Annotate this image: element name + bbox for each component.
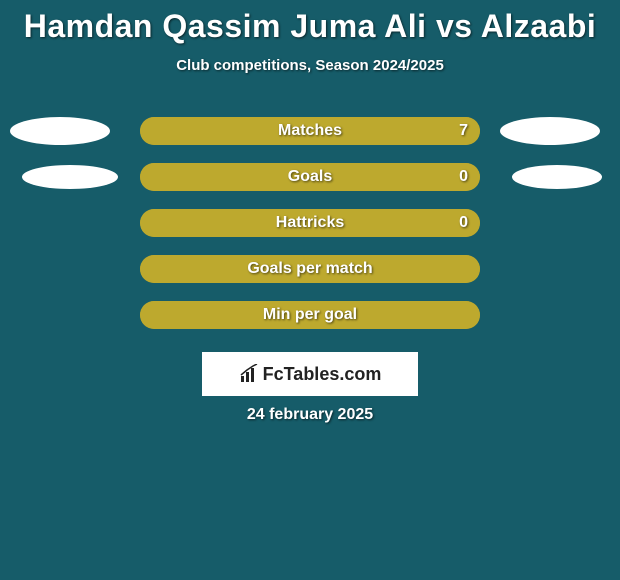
stat-value: 0 — [459, 214, 468, 232]
stat-label: Goals per match — [247, 260, 372, 278]
date-label: 24 february 2025 — [0, 406, 620, 424]
chart-icon — [239, 364, 259, 384]
stat-value: 7 — [459, 122, 468, 140]
page-title: Hamdan Qassim Juma Ali vs Alzaabi — [0, 8, 620, 45]
stat-row: Matches 7 — [0, 108, 620, 154]
logo-badge[interactable]: FcTables.com — [202, 352, 418, 396]
stat-bar: Goals per match — [140, 255, 480, 283]
stat-value: 0 — [459, 168, 468, 186]
stats-card: Hamdan Qassim Juma Ali vs Alzaabi Club c… — [0, 0, 620, 424]
player-marker-right — [512, 165, 602, 189]
stat-bar: Min per goal — [140, 301, 480, 329]
stat-row: Goals per match — [0, 246, 620, 292]
player-marker-right — [500, 117, 600, 145]
stat-label: Goals — [288, 168, 332, 186]
stat-bar: Hattricks 0 — [140, 209, 480, 237]
stat-bar: Matches 7 — [140, 117, 480, 145]
player-marker-left — [22, 165, 118, 189]
stat-label: Hattricks — [276, 214, 344, 232]
stat-row: Hattricks 0 — [0, 200, 620, 246]
stat-rows: Matches 7 Goals 0 Hattricks 0 Goals per match M… — [0, 108, 620, 338]
stat-bar: Goals 0 — [140, 163, 480, 191]
player-marker-left — [10, 117, 110, 145]
stat-row: Goals 0 — [0, 154, 620, 200]
page-subtitle: Club competitions, Season 2024/2025 — [0, 57, 620, 74]
stat-label: Matches — [278, 122, 342, 140]
stat-label: Min per goal — [263, 306, 357, 324]
logo-text: FcTables.com — [263, 364, 382, 385]
stat-row: Min per goal — [0, 292, 620, 338]
